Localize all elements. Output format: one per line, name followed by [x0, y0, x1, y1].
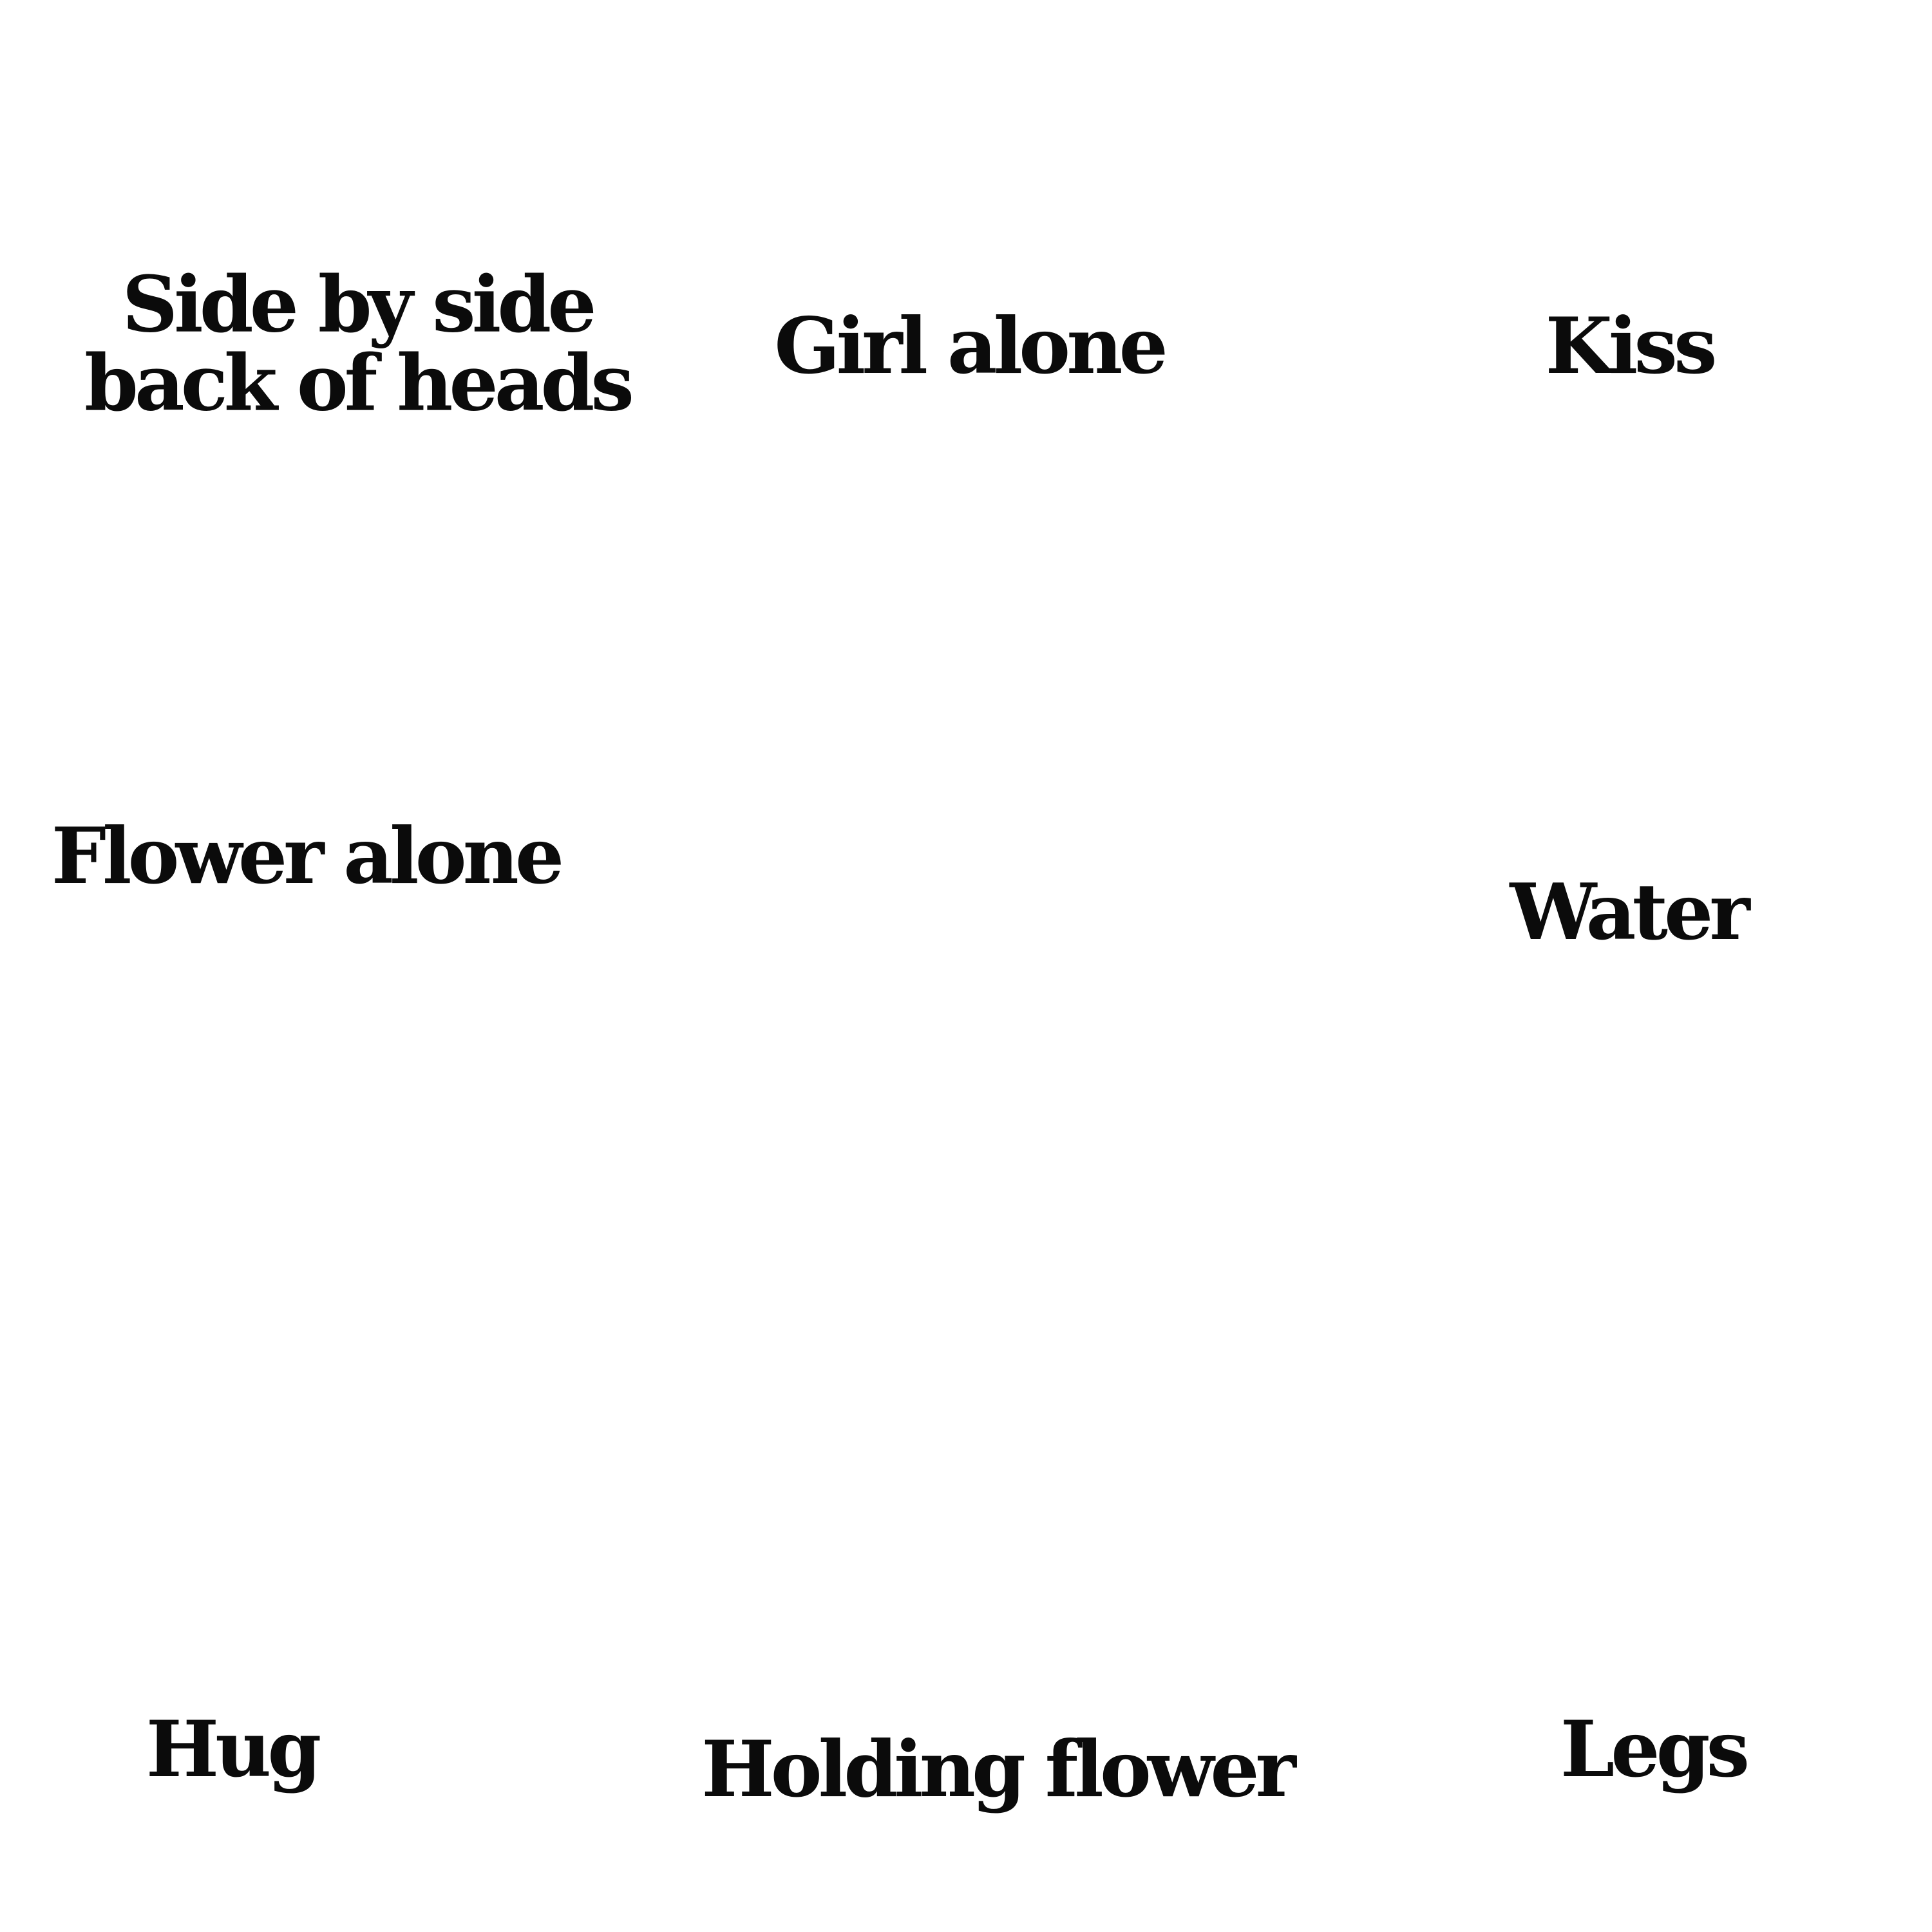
- label-water: Water: [1510, 866, 1750, 958]
- label-hug: Hug: [146, 1703, 322, 1795]
- label-side-by-side-line-2: back of heads: [84, 338, 634, 429]
- label-legs: Legs: [1560, 1703, 1750, 1795]
- label-flower-alone: Flower alone: [51, 810, 564, 902]
- label-girl-alone: Girl alone: [774, 300, 1168, 392]
- label-side-by-side: Side by side back of heads: [84, 259, 634, 429]
- label-side-by-side-line-1: Side by side: [122, 259, 596, 350]
- label-kiss: Kiss: [1545, 300, 1718, 392]
- label-holding-flower: Holding flower: [701, 1723, 1296, 1815]
